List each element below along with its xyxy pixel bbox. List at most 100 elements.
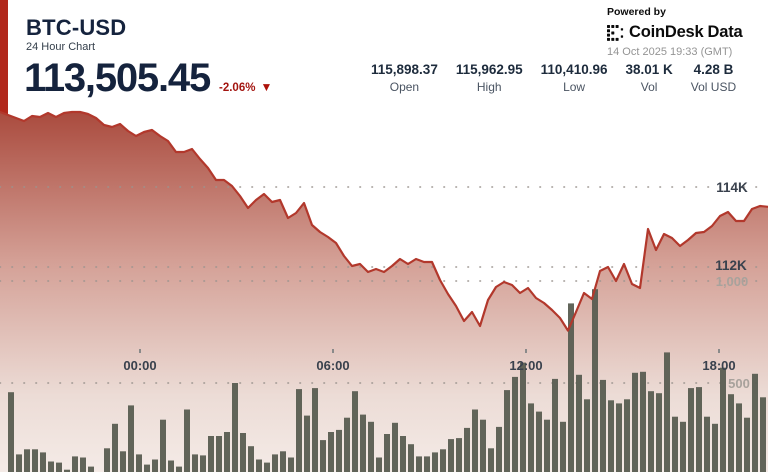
- stat-vol-value: 38.01 K: [625, 62, 673, 77]
- volume-bar: [720, 367, 726, 472]
- volume-bar: [416, 456, 422, 472]
- volume-bar: [56, 462, 62, 472]
- volume-bar: [168, 460, 174, 472]
- volume-bar: [72, 456, 78, 472]
- volume-bar: [688, 388, 694, 472]
- volume-bar: [48, 461, 54, 472]
- volume-bar: [392, 422, 398, 472]
- chart-subtitle: 24 Hour Chart: [26, 41, 96, 54]
- volume-bar: [448, 439, 454, 472]
- coindesk-logo-text: CoinDesk Data: [629, 23, 743, 42]
- volume-bar: [672, 416, 678, 472]
- volume-bar: [736, 403, 742, 472]
- volume-bar: [152, 459, 158, 472]
- time-label-1200: 12:00: [509, 358, 542, 373]
- volume-bar: [624, 399, 630, 472]
- volume-bar: [320, 440, 326, 472]
- volume-bar: [176, 466, 182, 472]
- stat-vol: 38.01 K Vol: [616, 62, 681, 94]
- volume-bar: [400, 436, 406, 472]
- time-axis-ticks: [139, 349, 720, 353]
- stat-high-value: 115,962.95: [455, 62, 523, 77]
- stat-high: 115,962.95 High: [447, 62, 532, 94]
- pair-symbol: BTC-USD: [26, 15, 127, 40]
- volume-bar: [312, 388, 318, 472]
- branding-block: Powered by CoinDesk Data 14: [607, 6, 743, 58]
- volume-bar: [408, 444, 414, 472]
- volume-bar: [8, 392, 14, 472]
- volume-bar: [712, 423, 718, 472]
- chart-timestamp: 14 Oct 2025 19:33 (GMT): [607, 46, 733, 58]
- time-axis-tick: [525, 349, 527, 353]
- stat-low-value: 110,410.96: [540, 62, 608, 77]
- volume-bar: [120, 451, 126, 472]
- volume-bar: [544, 419, 550, 472]
- volume-bar: [560, 421, 566, 472]
- volume-bar: [520, 362, 526, 472]
- volume-bar: [656, 393, 662, 472]
- stat-low-label: Low: [563, 80, 586, 94]
- stat-open: 115,898.37 Open: [362, 62, 447, 94]
- volume-bar: [232, 383, 238, 472]
- volume-bar: [296, 389, 302, 472]
- price-row: 113,505.45 -2.06% ▼: [24, 58, 272, 98]
- volume-bar: [608, 400, 614, 472]
- volume-bar: [360, 414, 366, 472]
- time-label-0600: 06:00: [316, 358, 349, 373]
- price-axis-label-114k: 114K: [716, 180, 748, 195]
- volume-bar: [256, 459, 262, 472]
- volume-bar: [128, 405, 134, 472]
- volume-bar: [160, 419, 166, 472]
- volume-axis-label-500: 500: [728, 376, 750, 391]
- volume-bar: [200, 455, 206, 472]
- time-axis-tick: [718, 349, 720, 353]
- volume-bar: [664, 352, 670, 472]
- volume-bar: [456, 438, 462, 472]
- stat-vol-usd-label: Vol USD: [690, 80, 737, 94]
- volume-bar: [344, 417, 350, 472]
- coindesk-logo-icon: [607, 24, 624, 41]
- gridlines: [0, 186, 768, 384]
- header-left: BTC-USD 24 Hour Chart 113,505.45 -2.06% …: [24, 15, 272, 98]
- logo-word-data: Data: [707, 23, 743, 41]
- volume-bar: [184, 409, 190, 472]
- stat-open-label: Open: [389, 80, 420, 94]
- volume-bar: [88, 466, 94, 472]
- volume-bar: [696, 387, 702, 472]
- volume-bar: [104, 448, 110, 472]
- volume-bar: [264, 462, 270, 472]
- volume-bar: [512, 376, 518, 472]
- volume-bar: [80, 457, 86, 472]
- volume-bar: [216, 436, 222, 472]
- volume-bar: [632, 372, 638, 472]
- volume-bar: [144, 464, 150, 472]
- volume-bar: [464, 427, 470, 472]
- stat-high-label: High: [476, 80, 502, 94]
- volume-bar: [728, 394, 734, 472]
- volume-bar: [112, 423, 118, 472]
- volume-bar: [136, 454, 142, 472]
- volume-bar: [304, 415, 310, 472]
- price-axis-label-112k: 112K: [715, 258, 747, 273]
- stat-low: 110,410.96 Low: [532, 62, 617, 94]
- stat-open-value: 115,898.37: [371, 62, 438, 77]
- volume-bar: [224, 432, 230, 472]
- volume-bar: [384, 434, 390, 472]
- volume-bar: [472, 409, 478, 472]
- stats-row: 115,898.37 Open 115,962.95 High 110,410.…: [362, 62, 745, 94]
- down-arrow-icon: ▼: [260, 80, 273, 95]
- volume-bar: [528, 403, 534, 472]
- volume-bar: [288, 457, 294, 472]
- stat-vol-usd: 4.28 B Vol USD: [682, 62, 745, 94]
- volume-bar: [376, 457, 382, 472]
- volume-bar: [536, 411, 542, 472]
- volume-bar: [616, 403, 622, 472]
- stat-vol-label: Vol: [640, 80, 658, 94]
- volume-bar: [328, 432, 334, 472]
- powered-by-text: Powered by: [607, 6, 666, 18]
- logo-word-coindesk: CoinDesk: [629, 23, 704, 41]
- coindesk-data-logo[interactable]: CoinDesk Data: [607, 23, 743, 42]
- volume-bar: [240, 433, 246, 472]
